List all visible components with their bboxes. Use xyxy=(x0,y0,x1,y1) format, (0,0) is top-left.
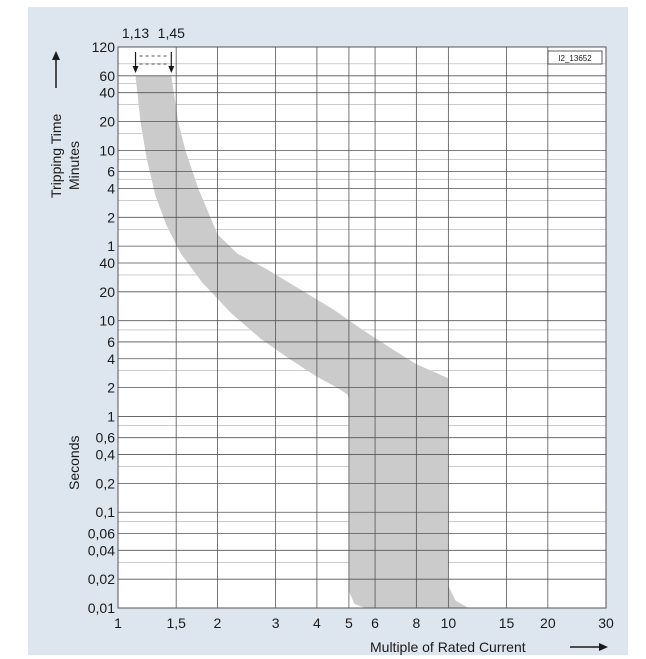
annotation-arrowhead xyxy=(132,66,139,73)
y-tick-label: 0,4 xyxy=(96,447,116,463)
annotation-label: 1,45 xyxy=(158,25,185,41)
x-tick-label: 4 xyxy=(313,615,321,631)
x-tick-label: 1,5 xyxy=(166,615,186,631)
x-tick-labels: 1 1,5 2 3 4 5 6 8 10 15 20 30 xyxy=(114,615,614,631)
y-axis-arrow xyxy=(52,51,60,88)
x-axis-label: Multiple of Rated Current xyxy=(370,639,526,655)
y-tick-label: 120 xyxy=(92,39,116,55)
x-tick-label: 10 xyxy=(441,615,457,631)
x-tick-label: 3 xyxy=(272,615,280,631)
x-axis-arrow xyxy=(570,643,608,651)
y-tick-label: 0,6 xyxy=(96,430,116,446)
y-tick-label: 6 xyxy=(107,164,115,180)
y-tick-label: 0,01 xyxy=(88,600,115,616)
y-tick-label: 40 xyxy=(99,85,115,101)
y-tick-label: 0,1 xyxy=(96,504,116,520)
y-tick-label: 40 xyxy=(99,255,115,271)
x-tick-label: 2 xyxy=(214,615,222,631)
y-tick-label: 0,2 xyxy=(96,475,116,491)
annotation-arrowhead xyxy=(168,66,175,73)
y-tick-label: 6 xyxy=(107,334,115,350)
y-tick-label: 1 xyxy=(107,408,115,424)
plot-area-frame xyxy=(117,46,607,609)
y-tick-label: 2 xyxy=(107,380,115,396)
y-tick-label: 10 xyxy=(99,313,115,329)
y-tick-label: 1 xyxy=(107,238,115,254)
y-tick-label: 4 xyxy=(107,351,115,367)
annotations: 1,13 1,45 xyxy=(122,25,185,73)
y-tick-label: 20 xyxy=(99,284,115,300)
annotation-label: 1,13 xyxy=(122,25,149,41)
x-tick-label: 8 xyxy=(412,615,420,631)
x-tick-label: 15 xyxy=(499,615,515,631)
y-tick-labels: 12060402010642140201064210,60,40,20,10,0… xyxy=(88,39,115,616)
x-tick-label: 6 xyxy=(371,615,379,631)
x-tick-label: 20 xyxy=(540,615,556,631)
y-tick-label: 0,06 xyxy=(88,525,115,541)
gridlines xyxy=(117,46,607,609)
y-axis-label-tripping-time: Tripping Time xyxy=(48,113,64,198)
x-tick-label: 5 xyxy=(345,615,353,631)
y-tick-label: 0,04 xyxy=(88,542,115,558)
image-id-label: I2_13652 xyxy=(558,54,592,63)
y-tick-label: 0,02 xyxy=(88,571,115,587)
y-tick-label: 2 xyxy=(107,209,115,225)
x-tick-label: 1 xyxy=(114,615,122,631)
y-tick-label: 20 xyxy=(99,114,115,130)
x-tick-label: 30 xyxy=(598,615,614,631)
image-id-box: I2_13652 xyxy=(547,50,603,65)
y-axis-label-minutes: Minutes xyxy=(66,141,82,190)
y-tick-label: 60 xyxy=(99,68,115,84)
y-tick-label: 4 xyxy=(107,180,115,196)
y-tick-label: 10 xyxy=(99,142,115,158)
y-axis-label-seconds: Seconds xyxy=(66,436,82,490)
